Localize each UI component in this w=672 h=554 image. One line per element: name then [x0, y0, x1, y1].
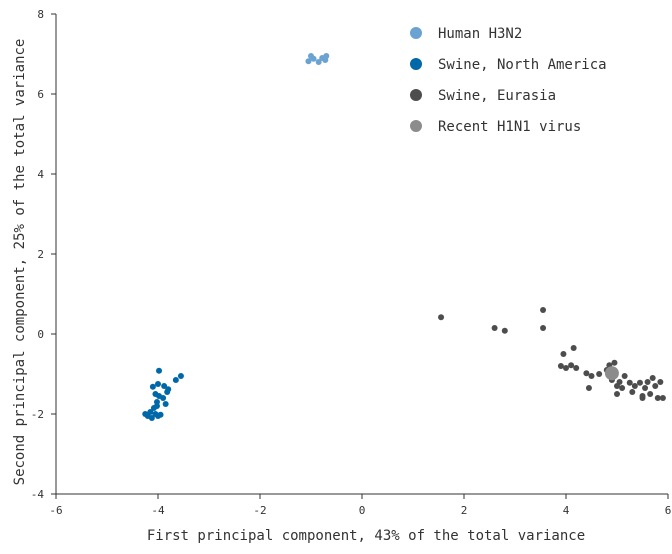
data-point-series-1: [153, 403, 160, 409]
y-tick-label: 4: [37, 168, 44, 181]
data-point-series-1: [165, 386, 172, 393]
data-point-series-2: [573, 365, 580, 371]
y-tick-label: 0: [37, 328, 44, 341]
x-tick-label: -4: [151, 504, 165, 517]
data-point-series-1: [156, 367, 163, 374]
x-tick-label: 4: [563, 504, 570, 517]
data-point-series-3: [604, 366, 619, 381]
data-point-series-1: [152, 391, 159, 397]
data-point-series-1: [177, 373, 184, 379]
data-point-series-0: [315, 59, 322, 65]
data-point-series-0: [305, 58, 312, 65]
y-tick-label: -4: [31, 488, 45, 501]
y-tick-label: 2: [37, 248, 44, 261]
data-point-series-2: [654, 395, 661, 401]
data-point-series-1: [148, 415, 155, 421]
data-point-series-2: [621, 373, 628, 379]
data-point-series-2: [588, 373, 595, 379]
data-point-series-1: [160, 395, 167, 401]
legend-label: Swine, North America: [438, 57, 607, 73]
data-point-series-2: [568, 362, 575, 369]
data-point-series-1: [149, 383, 156, 390]
x-tick-label: 6: [665, 504, 672, 517]
ticks-layer: -6 -4 -2 0 2 4 6 -4 -2 0 2 4 6 8: [31, 8, 672, 517]
x-tick-label: 0: [359, 504, 366, 517]
axes-layer: [55, 14, 668, 495]
data-point-series-2: [491, 325, 498, 331]
data-point-series-2: [626, 379, 633, 386]
data-point-series-2: [631, 383, 638, 389]
x-axis-title: First principal component, 43% of the to…: [147, 528, 585, 544]
data-point-series-2: [560, 351, 567, 357]
data-point-series-2: [611, 359, 618, 366]
legend-label: Swine, Eurasia: [438, 88, 556, 104]
data-point-series-2: [540, 325, 547, 331]
y-tick-label: 6: [37, 88, 44, 101]
points-layer: [142, 53, 666, 421]
y-axis-title: Second principal component, 25% of the t…: [12, 39, 28, 486]
x-tick-label: -2: [253, 504, 266, 517]
data-point-series-1: [162, 401, 169, 407]
legend-marker: [410, 120, 422, 132]
y-tick-label: 8: [37, 8, 44, 21]
data-point-series-2: [616, 379, 623, 385]
data-point-series-2: [540, 307, 547, 313]
data-point-series-2: [642, 385, 649, 391]
data-point-series-1: [155, 381, 161, 387]
data-point-series-1: [172, 377, 179, 383]
data-point-series-1: [147, 409, 154, 415]
data-point-series-2: [644, 379, 651, 385]
data-point-series-2: [557, 363, 564, 369]
data-point-series-2: [657, 379, 664, 385]
legend-marker: [410, 58, 422, 70]
x-tick-label: 2: [461, 504, 468, 517]
data-point-series-1: [161, 383, 168, 389]
data-point-series-2: [629, 389, 636, 395]
legend-label: Recent H1N1 virus: [438, 119, 581, 135]
data-point-series-2: [619, 385, 626, 391]
data-point-series-0: [323, 53, 330, 59]
data-point-series-2: [570, 345, 577, 351]
data-point-series-2: [614, 391, 620, 397]
data-point-series-2: [647, 391, 654, 397]
data-point-series-2: [639, 393, 646, 399]
legend-marker: [410, 89, 422, 101]
data-point-series-2: [636, 379, 643, 386]
data-point-series-2: [501, 327, 508, 334]
data-point-series-2: [596, 371, 603, 377]
data-point-series-2: [659, 395, 666, 401]
data-point-series-1: [157, 411, 164, 418]
data-point-series-0: [310, 55, 317, 62]
legend-label: Human H3N2: [438, 26, 522, 42]
x-tick-label: -6: [49, 504, 62, 517]
data-point-series-2: [583, 370, 590, 377]
y-tick-label: -2: [31, 408, 44, 421]
data-point-series-2: [438, 314, 445, 321]
data-point-series-2: [585, 385, 592, 391]
legend-marker: [410, 27, 422, 39]
data-point-series-2: [652, 383, 659, 389]
data-point-series-2: [563, 365, 569, 371]
legend: Human H3N2 Swine, North America Swine, Eur…: [410, 26, 607, 135]
data-point-series-2: [649, 375, 656, 381]
